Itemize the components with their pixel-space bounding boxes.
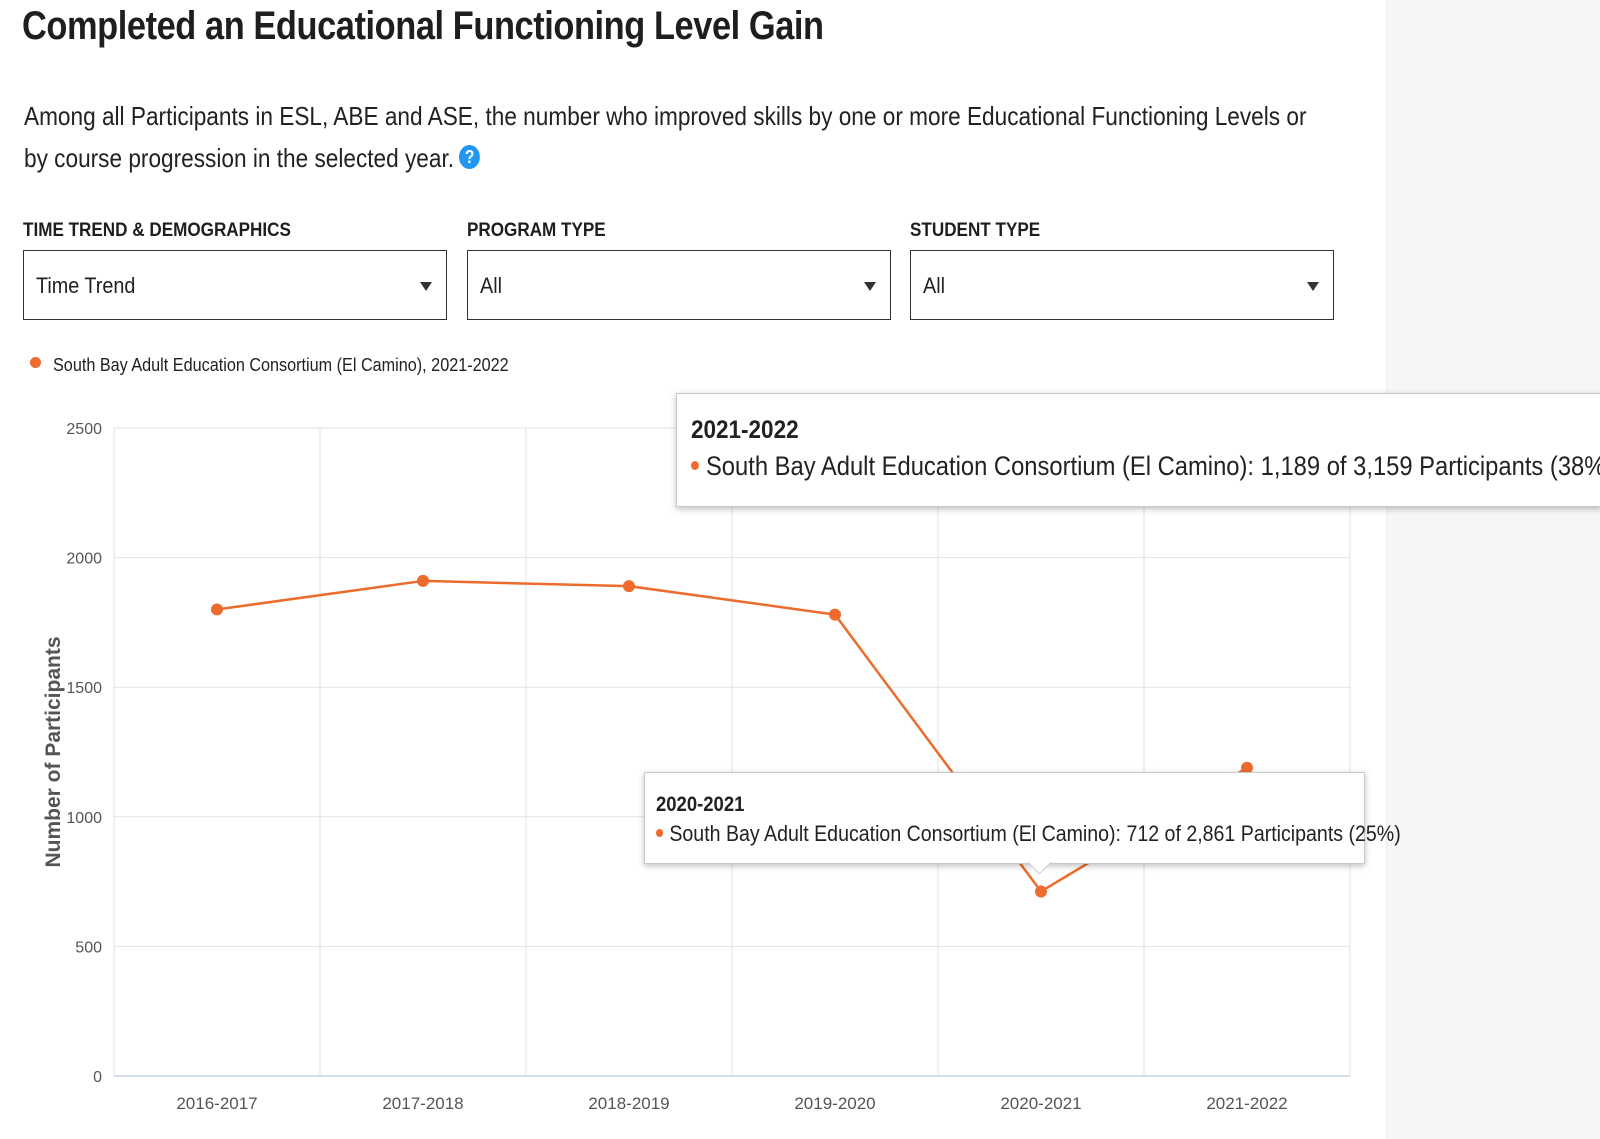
- data-point: [623, 580, 635, 593]
- time-trend-filter-label: TIME TREND & DEMOGRAPHICS: [23, 220, 291, 241]
- legend-marker: [30, 357, 41, 368]
- legend-label: South Bay Adult Education Consortium (El…: [53, 355, 510, 375]
- y-axis-title: Number of Participants: [42, 636, 65, 867]
- data-point: [829, 608, 841, 621]
- data-point: [1035, 885, 1047, 898]
- program-type-select[interactable]: All: [467, 250, 891, 320]
- description-text: Among all Participants in ESL, ABE and A…: [24, 101, 1307, 173]
- y-tick-label: 0: [93, 1069, 102, 1086]
- student-type-select[interactable]: All: [910, 250, 1334, 320]
- x-tick-label: 2019-2020: [794, 1094, 875, 1113]
- data-point: [211, 603, 223, 616]
- program-type-select-value: All: [480, 273, 503, 298]
- tooltip-line: South Bay Adult Education Consortium (El…: [691, 451, 1600, 482]
- series-line: [216, 579, 1248, 893]
- chevron-down-icon: [1307, 282, 1319, 291]
- tooltip-text: South Bay Adult Education Consortium (El…: [705, 451, 1600, 481]
- time-trend-select[interactable]: Time Trend: [23, 250, 447, 320]
- chart-legend[interactable]: South Bay Adult Education Consortium (El…: [30, 355, 560, 379]
- page-title: Completed an Educational Functioning Lev…: [22, 4, 824, 48]
- tooltip-line: South Bay Adult Education Consortium (El…: [656, 821, 1401, 847]
- tooltip-text: South Bay Adult Education Consortium (El…: [669, 821, 1401, 846]
- data-point: [1241, 761, 1253, 774]
- time-trend-select-value: Time Trend: [36, 273, 136, 298]
- chevron-down-icon: [864, 282, 876, 291]
- tooltip-title: 2020-2021: [656, 793, 745, 816]
- program-type-filter-label: PROGRAM TYPE: [467, 220, 606, 241]
- page-description: Among all Participants in ESL, ABE and A…: [24, 95, 1312, 179]
- y-tick-label: 1000: [66, 810, 102, 827]
- tooltip-title: 2021-2022: [691, 416, 799, 444]
- tooltip-2021-2022: 2021-2022 South Bay Adult Education Cons…: [676, 393, 1600, 507]
- student-type-select-value: All: [923, 273, 946, 298]
- x-tick-label: 2020-2021: [1000, 1094, 1081, 1113]
- tooltip-2020-2021: 2020-2021 South Bay Adult Education Cons…: [644, 772, 1401, 875]
- help-icon[interactable]: ?: [459, 145, 481, 169]
- y-tick-label: 2000: [66, 551, 102, 568]
- x-tick-label: 2017-2018: [382, 1094, 463, 1113]
- y-tick-label: 2500: [66, 421, 102, 438]
- y-tick-label: 1500: [66, 680, 102, 697]
- x-tick-label: 2021-2022: [1206, 1094, 1287, 1113]
- y-tick-label: 500: [75, 939, 102, 956]
- x-tick-label: 2016-2017: [176, 1094, 257, 1113]
- right-side-panel: [1386, 0, 1600, 1139]
- tooltip-series-marker: [656, 829, 664, 837]
- x-tick-label: 2018-2019: [588, 1094, 669, 1113]
- student-type-filter-label: STUDENT TYPE: [910, 220, 1041, 241]
- data-point: [417, 574, 429, 587]
- chevron-down-icon: [420, 282, 432, 291]
- tooltip-series-marker: [691, 461, 699, 470]
